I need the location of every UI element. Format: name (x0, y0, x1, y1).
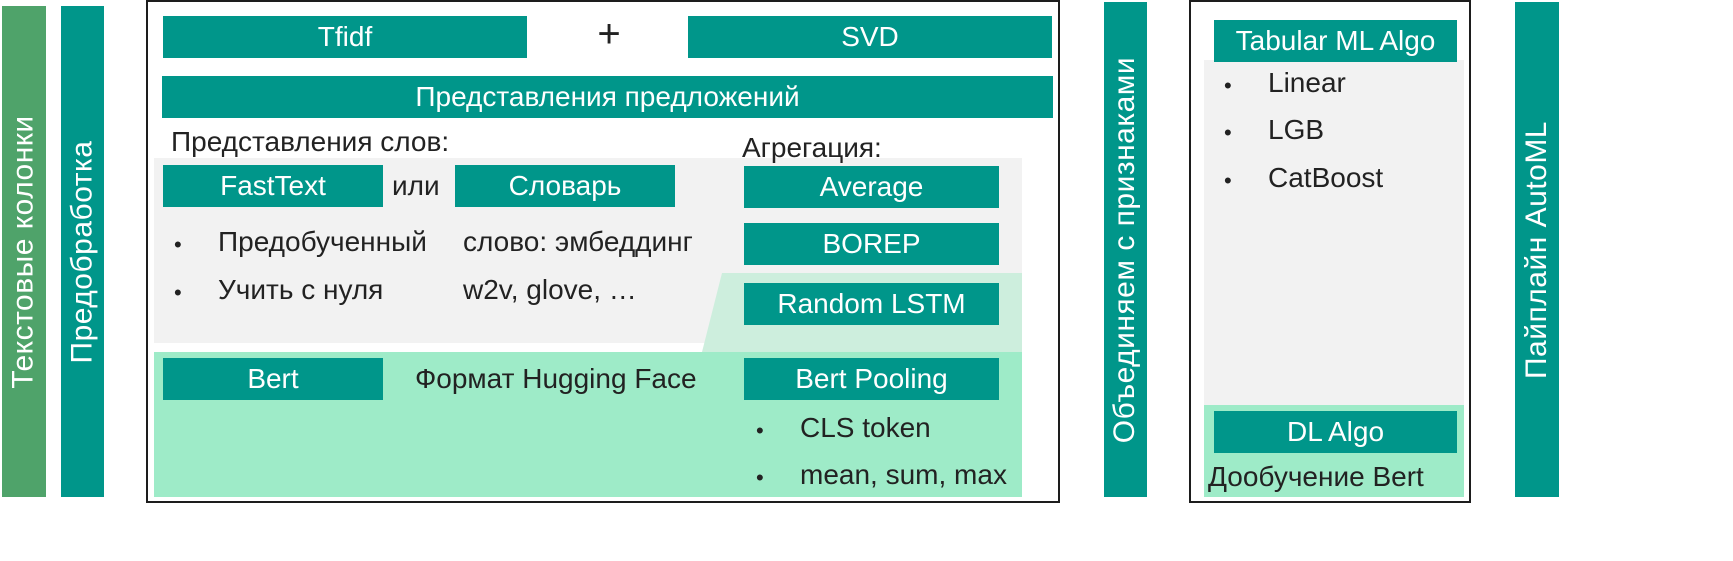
bullet-pretrained-marker: • (174, 232, 182, 257)
catboost-label: CatBoost (1268, 162, 1384, 193)
merge-features-bar: Объединяем с признаками (1104, 2, 1147, 497)
fasttext-box: FastText (163, 165, 383, 207)
bert-finetune-label: Дообучение Bert (1208, 461, 1424, 492)
mean-sum-max-label: mean, sum, max (800, 459, 1007, 490)
hugging-face-format-label: Формат Hugging Face (415, 363, 697, 394)
algo-gray-panel (1204, 60, 1464, 405)
bullet-linear-marker: • (1224, 73, 1232, 98)
dl-algo-label: DL Algo (1286, 416, 1385, 447)
tfidf-label: Tfidf (317, 21, 373, 52)
sentence-repr-label: Представления предложений (415, 81, 800, 112)
bert-box: Bert (163, 358, 383, 400)
dictionary-box: Словарь (455, 165, 675, 207)
bullet-mean-marker: • (756, 465, 764, 490)
text-columns-bar: Текстовые колонки (2, 6, 46, 497)
bullet-lgb-marker: • (1224, 120, 1232, 145)
random-lstm-box: Random LSTM (744, 283, 999, 325)
borep-label: BOREP (822, 228, 921, 259)
dictionary-label: Словарь (508, 170, 622, 201)
pretrained-label: Предобученный (218, 226, 427, 257)
merge-features-label: Объединяем с признаками (1108, 56, 1142, 443)
plus-sign: + (597, 12, 621, 56)
or-label: или (392, 170, 440, 201)
word-repr-title: Представления слов: (171, 126, 450, 157)
average-box: Average (744, 166, 999, 208)
dict-line-w2v: w2v, glove, … (463, 274, 637, 305)
svd-box: SVD (688, 16, 1052, 58)
bert-pooling-box: Bert Pooling (744, 358, 999, 400)
bert-pooling-label: Bert Pooling (795, 363, 948, 394)
dict-line-embedding: слово: эмбеддинг (463, 226, 693, 257)
bullet-from-scratch-marker: • (174, 280, 182, 305)
random-lstm-label: Random LSTM (777, 288, 966, 319)
dl-algo-box: DL Algo (1214, 411, 1457, 453)
bullet-catboost-marker: • (1224, 168, 1232, 193)
from-scratch-label: Учить с нуля (218, 274, 384, 305)
cls-token-label: CLS token (800, 412, 931, 443)
sentence-repr-box: Представления предложений (162, 76, 1053, 118)
lgb-label: LGB (1268, 114, 1325, 145)
automl-pipeline-label: Пайплайн AutoML (1520, 120, 1553, 379)
tabular-ml-box: Tabular ML Algo (1214, 20, 1457, 62)
fasttext-label: FastText (220, 170, 326, 201)
bert-label: Bert (247, 363, 299, 394)
bullet-cls-marker: • (756, 418, 764, 443)
borep-box: BOREP (744, 223, 999, 265)
average-label: Average (819, 171, 924, 202)
aggregation-title: Агрегация: (742, 132, 882, 163)
tabular-ml-label: Tabular ML Algo (1235, 25, 1436, 56)
preprocessing-bar: Предобработка (61, 6, 104, 497)
linear-label: Linear (1268, 67, 1346, 98)
tfidf-box: Tfidf (163, 16, 527, 58)
svd-label: SVD (841, 21, 899, 52)
automl-pipeline-bar: Пайплайн AutoML (1515, 2, 1559, 497)
